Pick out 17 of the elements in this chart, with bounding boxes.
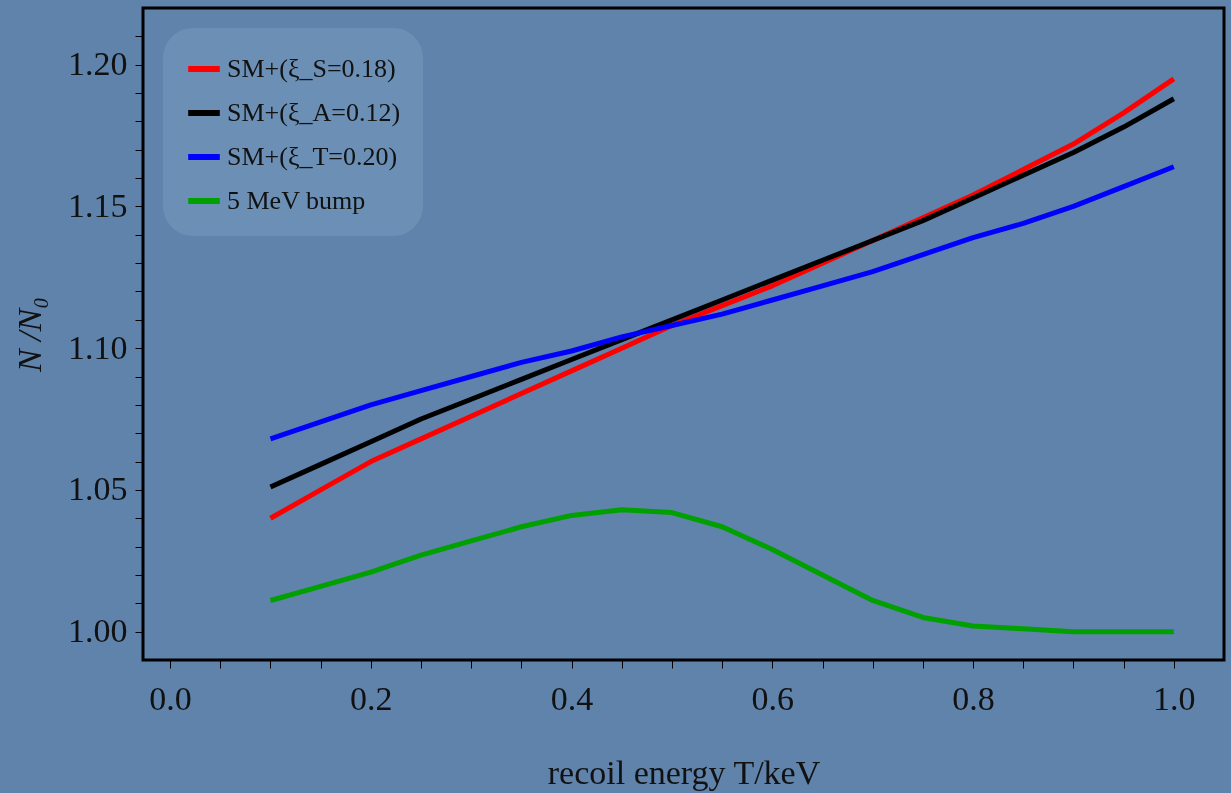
legend-label: SM+(ξ_A=0.12): [227, 98, 401, 127]
x-tick-label: 1.0: [1153, 679, 1196, 717]
x-axis-title: recoil energy T/keV: [547, 753, 821, 791]
x-tick-label: 0.4: [550, 679, 594, 717]
x-tick-label: 0.6: [751, 679, 795, 717]
y-tick-label: 1.15: [68, 186, 128, 224]
y-axis-title: N /N₀: [11, 296, 48, 374]
x-tick-label: 0.2: [350, 679, 393, 717]
y-tick-label: 1.05: [68, 470, 128, 508]
y-tick-label: 1.00: [68, 612, 128, 650]
legend-label: 5 MeV bump: [227, 186, 366, 215]
y-tick-label: 1.10: [68, 328, 128, 366]
legend-label: SM+(ξ_T=0.20): [227, 142, 398, 171]
x-tick-label: 0.0: [149, 679, 192, 717]
y-tick-label: 1.20: [68, 45, 128, 83]
x-tick-label: 0.8: [952, 679, 995, 717]
legend-label: SM+(ξ_S=0.18): [227, 54, 396, 83]
